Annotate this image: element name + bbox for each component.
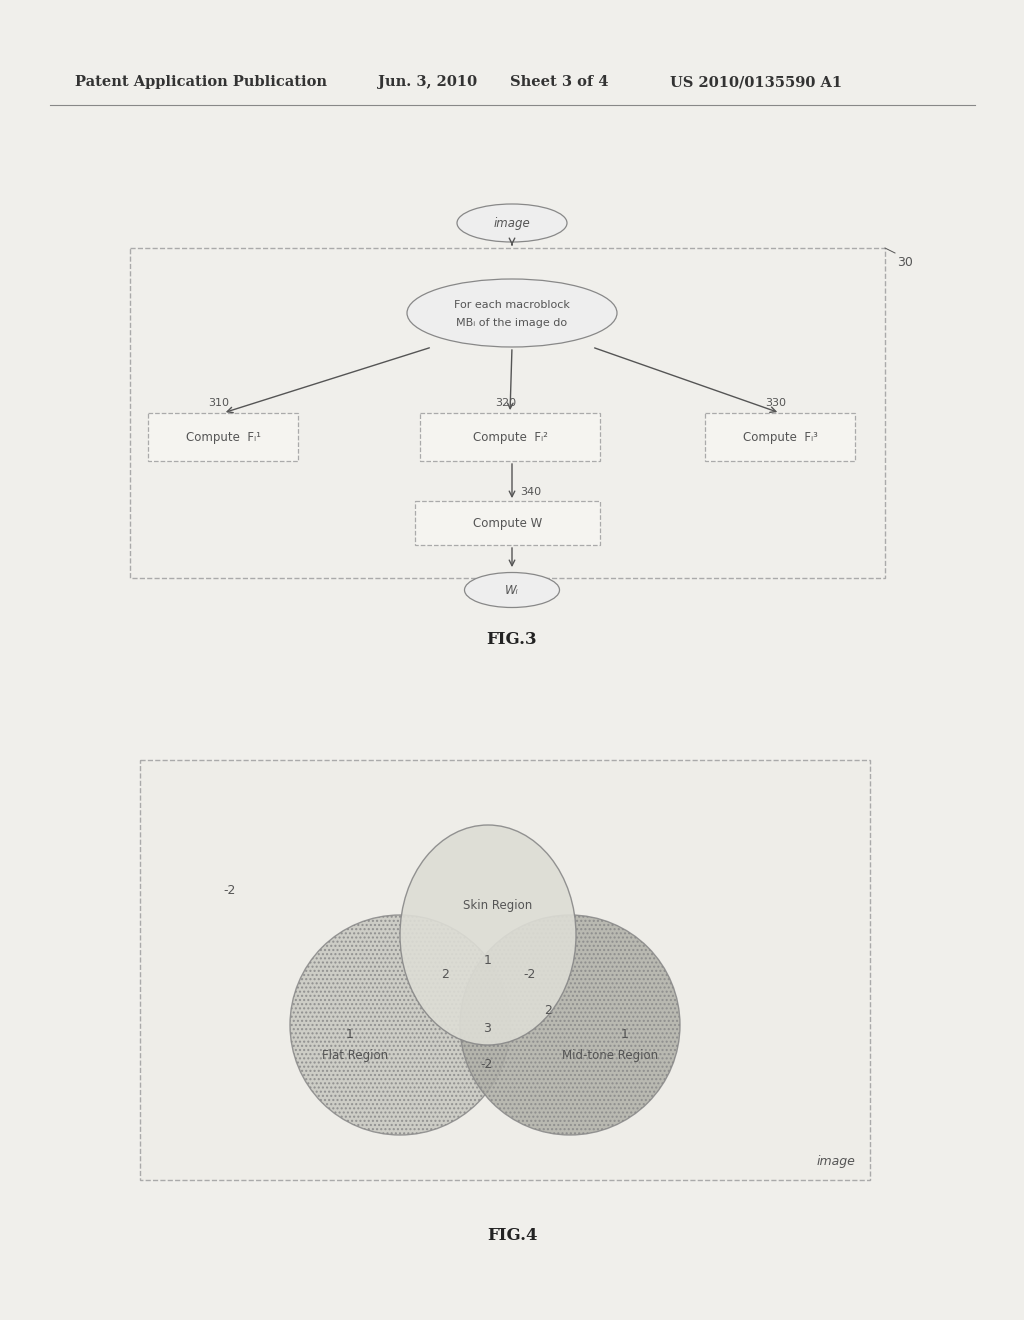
Ellipse shape <box>400 825 575 1045</box>
Text: 330: 330 <box>765 399 786 408</box>
Circle shape <box>290 915 510 1135</box>
Text: 1: 1 <box>622 1028 629 1041</box>
Text: For each macroblock: For each macroblock <box>454 300 570 310</box>
Text: Compute W: Compute W <box>473 516 542 529</box>
Ellipse shape <box>407 279 617 347</box>
Text: Patent Application Publication: Patent Application Publication <box>75 75 327 88</box>
Text: Flat Region: Flat Region <box>322 1048 388 1061</box>
Text: Sheet 3 of 4: Sheet 3 of 4 <box>510 75 608 88</box>
Text: 1: 1 <box>346 1028 354 1041</box>
Text: -2: -2 <box>224 883 237 896</box>
Ellipse shape <box>457 205 567 242</box>
Ellipse shape <box>465 573 559 607</box>
FancyBboxPatch shape <box>420 413 600 461</box>
Text: 30: 30 <box>897 256 912 269</box>
Text: 320: 320 <box>495 399 516 408</box>
FancyBboxPatch shape <box>140 760 870 1180</box>
Text: -2: -2 <box>481 1059 494 1072</box>
Text: Wᵢ: Wᵢ <box>505 583 519 597</box>
Text: 2: 2 <box>544 1003 552 1016</box>
Text: FIG.4: FIG.4 <box>486 1226 538 1243</box>
Text: -2: -2 <box>524 969 537 982</box>
Text: Mid-tone Region: Mid-tone Region <box>562 1048 658 1061</box>
Circle shape <box>460 915 680 1135</box>
Text: Compute  Fᵢ²: Compute Fᵢ² <box>472 430 548 444</box>
Text: US 2010/0135590 A1: US 2010/0135590 A1 <box>670 75 842 88</box>
FancyBboxPatch shape <box>705 413 855 461</box>
Text: image: image <box>494 216 530 230</box>
Text: Jun. 3, 2010: Jun. 3, 2010 <box>378 75 477 88</box>
Text: 340: 340 <box>520 487 541 498</box>
Text: Compute  Fᵢ¹: Compute Fᵢ¹ <box>185 430 260 444</box>
Text: 3: 3 <box>483 1022 490 1035</box>
Text: 310: 310 <box>208 399 229 408</box>
Text: Skin Region: Skin Region <box>464 899 532 912</box>
FancyBboxPatch shape <box>415 502 600 545</box>
Text: 1: 1 <box>484 953 492 966</box>
Text: image: image <box>816 1155 855 1168</box>
Text: Compute  Fᵢ³: Compute Fᵢ³ <box>742 430 817 444</box>
Text: MBᵢ of the image do: MBᵢ of the image do <box>457 318 567 327</box>
Text: 2: 2 <box>441 969 449 982</box>
Text: FIG.3: FIG.3 <box>486 631 538 648</box>
FancyBboxPatch shape <box>148 413 298 461</box>
